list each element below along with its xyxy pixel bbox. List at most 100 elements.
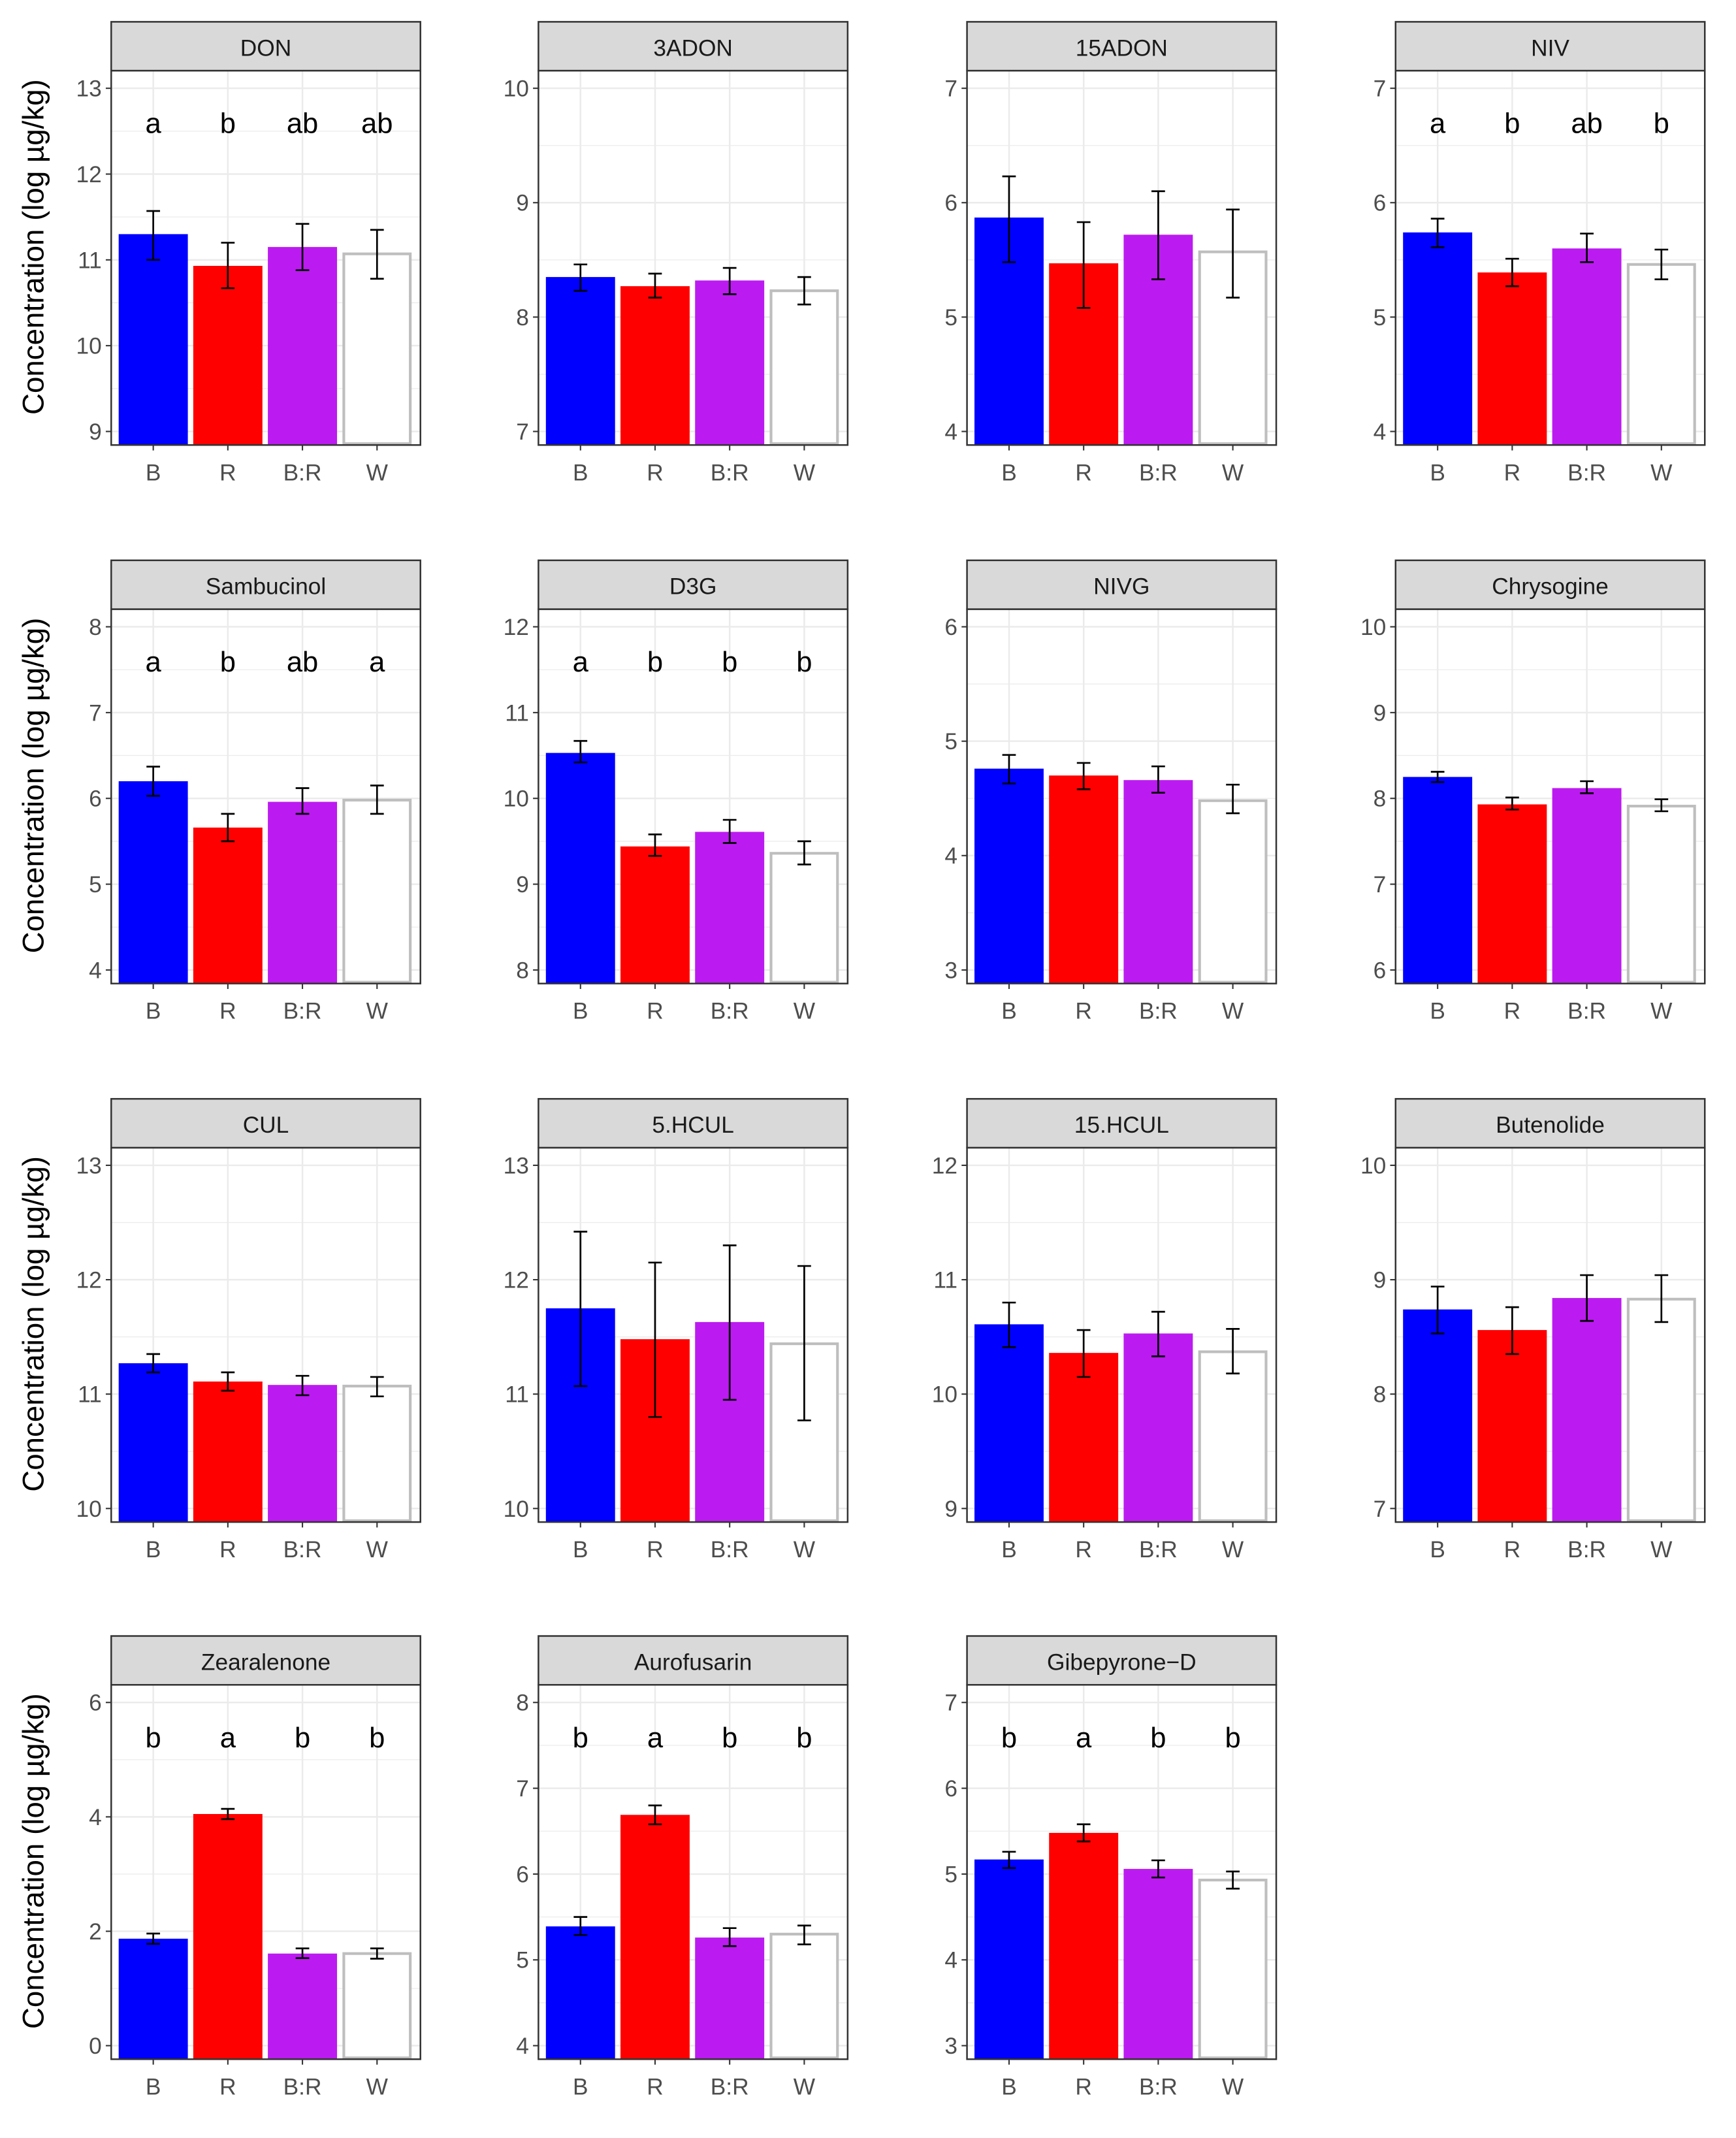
strip xyxy=(110,21,421,72)
y-tick-label: 8 xyxy=(516,1691,529,1716)
y-tick-label: 12 xyxy=(504,615,529,640)
x-tick-label: R xyxy=(1075,460,1092,485)
x-tick-label: W xyxy=(1222,999,1244,1024)
x-tick-label: R xyxy=(1504,460,1521,485)
significance-letter: b xyxy=(722,1723,737,1754)
x-tick-label: B xyxy=(1430,999,1445,1024)
x-tick-label: B:R xyxy=(1139,2074,1178,2099)
panel-butenolide: 7 8 9 10 B R B:R W Butenolide xyxy=(1360,1097,1706,1563)
bar-b xyxy=(545,753,615,984)
x-tick-label: B:R xyxy=(1139,999,1178,1024)
strip xyxy=(110,559,421,610)
y-tick-label: 6 xyxy=(1374,191,1387,216)
x-tick-label: R xyxy=(647,460,664,485)
y-tick-label: 11 xyxy=(78,248,102,273)
x-tick-label: W xyxy=(1650,999,1673,1024)
y-tick-label: 10 xyxy=(504,786,529,812)
significance-letter: b xyxy=(295,1723,310,1754)
x-tick-label: W xyxy=(794,1537,816,1563)
strip-title: Chrysogine xyxy=(1492,574,1609,600)
bar-r xyxy=(193,1381,263,1523)
y-tick-label: 9 xyxy=(89,419,102,445)
y-tick-label: 8 xyxy=(1374,1382,1387,1408)
x-tick-label: R xyxy=(1075,1537,1092,1563)
x-tick-label: R xyxy=(647,999,664,1024)
x-tick-label: W xyxy=(366,2074,389,2099)
significance-letter: a xyxy=(1430,108,1446,140)
x-tick-label: B:R xyxy=(711,999,749,1024)
x-tick-label: B xyxy=(1001,999,1017,1024)
significance-letter: a xyxy=(146,647,162,678)
panel-niv: 4 5 6 7 a Bb Rab B:R b W NIV xyxy=(1374,21,1706,485)
strip xyxy=(538,1635,849,1686)
bar-b-r xyxy=(695,1937,765,2060)
strip-title: 3ADON xyxy=(653,35,733,61)
y-axis-label: Concentration (log µg/kg) xyxy=(16,1693,50,2029)
y-tick-label: 11 xyxy=(505,1382,529,1408)
y-tick-label: 9 xyxy=(1374,1268,1387,1293)
bar-b xyxy=(1403,777,1473,984)
bar-w xyxy=(1198,1879,1268,2060)
y-tick-label: 4 xyxy=(944,1948,957,1973)
y-tick-label: 6 xyxy=(516,1862,529,1887)
significance-letter: b xyxy=(647,647,663,678)
x-tick-label: B xyxy=(573,2074,588,2099)
bar-b xyxy=(118,1938,188,2060)
bar-r xyxy=(1049,1832,1119,2060)
panel-3adon: 7 8 9 10 B R B:R W 3ADON xyxy=(504,21,849,485)
y-tick-label: 4 xyxy=(944,843,957,869)
significance-letter: b xyxy=(369,1723,385,1754)
x-tick-label: W xyxy=(1650,1537,1673,1563)
strip-title: 15.HCUL xyxy=(1074,1112,1169,1138)
y-tick-label: 4 xyxy=(516,2033,529,2059)
y-tick-label: 12 xyxy=(932,1153,957,1178)
y-tick-label: 6 xyxy=(1374,958,1387,983)
bar-r xyxy=(620,1815,690,2060)
y-tick-label: 13 xyxy=(76,1153,101,1178)
y-tick-label: 7 xyxy=(944,1691,957,1716)
strip-title: Gibepyrone−D xyxy=(1047,1649,1197,1675)
panel-chrysogine: 6 7 8 9 10 B R B:R W Chrysogine xyxy=(1360,559,1706,1024)
bar-b xyxy=(118,234,188,445)
x-tick-label: B xyxy=(573,1537,588,1563)
strip-title: Zearalenone xyxy=(201,1649,330,1675)
panel-cul: 10 11 12 13 B R B:R W CUL Concentration (log µg/k… xyxy=(16,1097,421,1563)
x-tick-label: W xyxy=(794,999,816,1024)
bar-b xyxy=(118,781,188,984)
y-tick-label: 6 xyxy=(944,615,957,640)
panel-zearalenone: 0 2 4 6 b Ba Rb B:R b W Zearalenone Concentration (… xyxy=(16,1635,421,2099)
y-tick-label: 4 xyxy=(89,1805,102,1830)
bar-w xyxy=(769,289,839,445)
bar-r xyxy=(620,286,690,445)
bar-r xyxy=(1477,1330,1547,1523)
strip-title: CUL xyxy=(243,1112,289,1138)
x-tick-label: W xyxy=(1650,460,1673,485)
bar-w xyxy=(342,798,412,984)
y-tick-label: 3 xyxy=(944,958,957,983)
y-tick-label: 7 xyxy=(1374,1497,1387,1522)
y-tick-label: 7 xyxy=(944,76,957,102)
y-tick-label: 11 xyxy=(933,1268,957,1293)
bar-b-r xyxy=(1123,1333,1193,1523)
bar-r xyxy=(620,846,690,984)
y-tick-label: 8 xyxy=(1374,786,1387,812)
strip xyxy=(538,21,849,72)
significance-letter: ab xyxy=(287,108,319,140)
y-axis-label: Concentration (log µg/kg) xyxy=(16,618,50,954)
bar-r xyxy=(1477,272,1547,445)
bar-r xyxy=(1049,775,1119,984)
significance-letter: a xyxy=(573,647,589,678)
bar-b-r xyxy=(268,1953,338,2060)
y-tick-label: 5 xyxy=(516,1948,529,1973)
y-tick-label: 2 xyxy=(89,1919,102,1945)
significance-letter: ab xyxy=(361,108,393,140)
strip-title: Butenolide xyxy=(1496,1112,1605,1138)
y-tick-label: 13 xyxy=(76,76,101,102)
strip-title: D3G xyxy=(669,574,717,600)
strip xyxy=(538,559,849,610)
significance-letter: b xyxy=(1504,108,1520,140)
panel-aurofusarin: 4 5 6 7 8 b Ba Rb B:R b W Aurofusarin xyxy=(516,1635,849,2099)
strip xyxy=(1394,1097,1706,1149)
bar-r xyxy=(193,266,263,445)
